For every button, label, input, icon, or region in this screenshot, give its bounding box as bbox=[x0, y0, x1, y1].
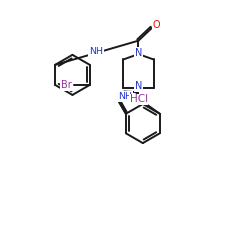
Text: O: O bbox=[152, 20, 160, 30]
Text: NH: NH bbox=[89, 47, 103, 56]
Text: Br: Br bbox=[61, 80, 72, 90]
Text: HCl: HCl bbox=[130, 94, 148, 104]
Text: N: N bbox=[135, 82, 142, 92]
Text: NH: NH bbox=[118, 92, 132, 101]
Text: N: N bbox=[135, 48, 142, 58]
